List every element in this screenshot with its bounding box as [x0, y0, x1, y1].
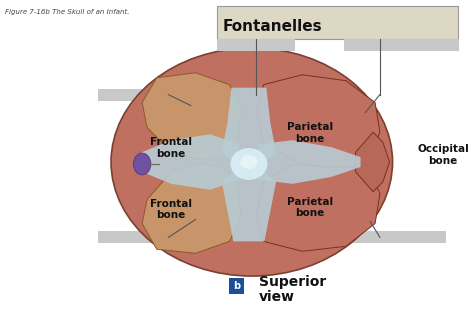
Text: Parietal
bone: Parietal bone — [287, 197, 333, 218]
Polygon shape — [142, 134, 239, 190]
Ellipse shape — [133, 153, 151, 175]
FancyBboxPatch shape — [217, 6, 457, 39]
Text: Fontanelles: Fontanelles — [223, 19, 322, 34]
Text: Superior: Superior — [259, 275, 326, 289]
Text: Frontal
bone: Frontal bone — [150, 199, 192, 220]
FancyBboxPatch shape — [349, 231, 446, 243]
FancyBboxPatch shape — [228, 278, 244, 294]
Polygon shape — [222, 88, 276, 167]
Ellipse shape — [240, 155, 258, 169]
Polygon shape — [256, 164, 380, 251]
Text: Parietal
bone: Parietal bone — [287, 122, 333, 144]
Polygon shape — [259, 140, 361, 184]
FancyBboxPatch shape — [344, 39, 458, 51]
Ellipse shape — [230, 148, 267, 180]
FancyBboxPatch shape — [217, 39, 294, 51]
Text: Frontal
bone: Frontal bone — [150, 137, 192, 159]
FancyBboxPatch shape — [99, 231, 168, 243]
Polygon shape — [356, 132, 390, 192]
Polygon shape — [256, 75, 380, 167]
Polygon shape — [142, 164, 241, 253]
Ellipse shape — [111, 48, 392, 276]
Text: Figure 7-16b The Skull of an Infant.: Figure 7-16b The Skull of an Infant. — [5, 9, 130, 15]
Text: view: view — [259, 290, 295, 304]
FancyBboxPatch shape — [99, 89, 168, 101]
Text: b: b — [233, 281, 240, 291]
Polygon shape — [142, 73, 241, 160]
Polygon shape — [222, 167, 276, 241]
Text: Occipital
bone: Occipital bone — [417, 144, 469, 166]
